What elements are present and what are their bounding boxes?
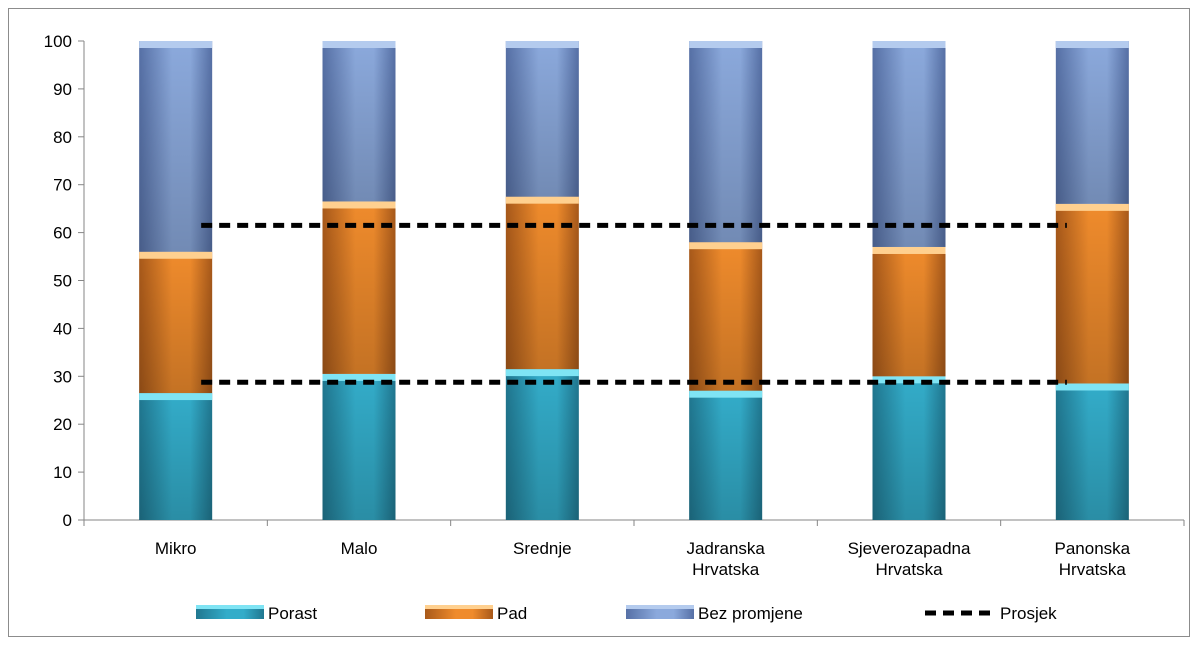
bar-top-highlight-porast-panonska-hrvatska (1055, 383, 1129, 391)
bar-top-highlight-pad-jadranska-hrvatska (689, 242, 763, 250)
legend-swatch-highlight-bez-promjene (626, 605, 694, 609)
bar-shade-porast-malo (322, 373, 396, 520)
bar-shade-porast-sjeverozapadna-hrvatska (872, 376, 946, 520)
bar-top-highlight-bez-promjene-srednje (505, 41, 579, 48)
bar-shade-pad-mikro (139, 251, 213, 394)
bar-top-highlight-pad-malo (322, 201, 396, 209)
bar-top-highlight-bez-promjene-panonska-hrvatska (1055, 41, 1129, 48)
bar-shade-pad-panonska-hrvatska (1055, 203, 1129, 384)
bar-shade-pad-jadranska-hrvatska (689, 242, 763, 391)
bar-shade-bez-promjene-mikro (139, 41, 213, 252)
x-tick-label-srednje: Srednje (513, 539, 572, 558)
axes: 0 10 20 30 40 50 60 70 80 90 100 (44, 32, 1185, 530)
legend: Porast Pad Bez promjene Prosjek (196, 604, 1057, 623)
x-axis-labels: Mikro Malo Srednje Jadranska Hrvatska Sjevero… (155, 539, 1131, 579)
x-tick-label-mikro: Mikro (155, 539, 197, 558)
bar-shade-porast-panonska-hrvatska (1055, 383, 1129, 520)
bar-shade-porast-mikro (139, 393, 213, 520)
x-tick-label-panonska-hrvatska-line2: Hrvatska (1059, 560, 1127, 579)
x-tick-label-jadranska-hrvatska-line1: Jadranska (686, 539, 765, 558)
legend-swatch-highlight-pad (425, 605, 493, 609)
x-tick-label-sjeverozapadna-hrvatska-line1: Sjeverozapadna (848, 539, 971, 558)
y-tick-label-30: 30 (53, 367, 72, 386)
bar-shade-bez-promjene-sjeverozapadna-hrvatska (872, 41, 946, 247)
bar-top-highlight-porast-malo (322, 373, 396, 381)
bar-shade-porast-jadranska-hrvatska (689, 390, 763, 520)
bar-top-highlight-pad-sjeverozapadna-hrvatska (872, 246, 946, 254)
y-tick-label-50: 50 (53, 272, 72, 291)
legend-label-prosjek: Prosjek (1000, 604, 1057, 623)
bar-top-highlight-bez-promjene-mikro (139, 41, 213, 48)
bar-top-highlight-porast-mikro (139, 393, 213, 401)
reference-lines (201, 222, 1067, 385)
y-tick-label-70: 70 (53, 176, 72, 195)
y-tick-label-100: 100 (44, 32, 72, 51)
bar-shade-bez-promjene-jadranska-hrvatska (689, 41, 763, 243)
bar-top-highlight-pad-mikro (139, 251, 213, 259)
bar-shade-pad-sjeverozapadna-hrvatska (872, 246, 946, 377)
bar-shade-pad-srednje (505, 196, 579, 370)
bar-shade-pad-malo (322, 201, 396, 374)
bar-top-highlight-bez-promjene-malo (322, 41, 396, 48)
bars (139, 41, 1129, 520)
y-tick-label-40: 40 (53, 319, 72, 338)
x-tick-label-jadranska-hrvatska-line2: Hrvatska (692, 560, 760, 579)
y-tick-label-80: 80 (53, 128, 72, 147)
bar-top-highlight-porast-jadranska-hrvatska (689, 390, 763, 398)
legend-label-bez-promjene: Bez promjene (698, 604, 803, 623)
y-tick-label-0: 0 (63, 511, 72, 530)
y-tick-label-20: 20 (53, 415, 72, 434)
bar-top-highlight-bez-promjene-sjeverozapadna-hrvatska (872, 41, 946, 48)
bar-shade-porast-srednje (505, 369, 579, 520)
bar-top-highlight-porast-srednje (505, 369, 579, 377)
x-tick-label-sjeverozapadna-hrvatska-line2: Hrvatska (875, 560, 943, 579)
y-tick-label-90: 90 (53, 80, 72, 99)
bar-shade-bez-promjene-malo (322, 41, 396, 202)
legend-label-pad: Pad (497, 604, 527, 623)
bar-top-highlight-pad-panonska-hrvatska (1055, 203, 1129, 211)
bar-shade-bez-promjene-srednje (505, 41, 579, 197)
legend-swatch-highlight-porast (196, 605, 264, 609)
x-tick-label-malo: Malo (341, 539, 378, 558)
bar-top-highlight-bez-promjene-jadranska-hrvatska (689, 41, 763, 48)
bar-top-highlight-pad-srednje (505, 196, 579, 204)
y-tick-label-10: 10 (53, 463, 72, 482)
x-tick-label-panonska-hrvatska-line1: Panonska (1055, 539, 1131, 558)
bar-shade-bez-promjene-panonska-hrvatska (1055, 41, 1129, 204)
y-tick-label-60: 60 (53, 224, 72, 243)
legend-label-porast: Porast (268, 604, 317, 623)
